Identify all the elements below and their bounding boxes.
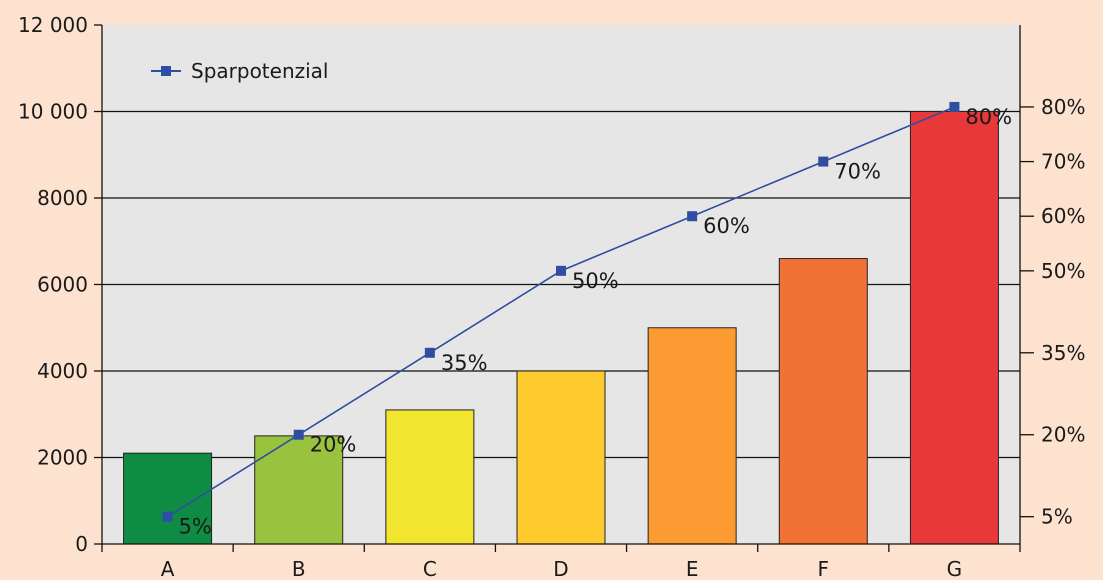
y-tick-label: 8000 xyxy=(37,186,88,210)
bar-f xyxy=(778,258,868,545)
y2-tick-label: 5% xyxy=(1041,505,1073,529)
series-marker xyxy=(424,347,435,358)
x-tick-label: E xyxy=(686,557,699,580)
series-marker xyxy=(162,511,173,522)
line-series xyxy=(162,101,960,522)
y-tick-label: 0 xyxy=(75,532,88,556)
y-tick-label: 2000 xyxy=(37,446,88,470)
series-marker xyxy=(293,429,304,440)
data-label: 80% xyxy=(965,105,1012,129)
series-marker xyxy=(687,211,698,222)
x-tick-label: G xyxy=(947,557,963,580)
y2-tick-label: 20% xyxy=(1041,423,1085,447)
data-label: 20% xyxy=(310,433,357,457)
x-tick-label: C xyxy=(423,557,437,580)
bar-c xyxy=(385,409,475,545)
series-marker xyxy=(556,265,566,276)
series-marker xyxy=(818,156,829,167)
legend-marker-swatch xyxy=(161,66,171,76)
y-tick-label: 4000 xyxy=(37,359,88,383)
y2-tick-label: 80% xyxy=(1041,95,1085,119)
x-tick-label: F xyxy=(818,557,830,580)
labels: 5% 20% 35% 50% 60% 70% 80% xyxy=(179,105,1013,539)
axes: 0 2000 4000 6000 8000 10 000 12 000 A B C D E F G 5% 20… xyxy=(18,13,1085,580)
bar-d xyxy=(516,370,606,545)
y-tick-label: 6000 xyxy=(37,273,88,297)
data-label: 60% xyxy=(703,214,750,238)
y2-tick-label: 35% xyxy=(1041,341,1085,365)
legend-label: Sparpotenzial xyxy=(191,59,329,83)
data-label: 70% xyxy=(834,160,881,184)
series-marker xyxy=(949,101,960,112)
y2-tick-label: 50% xyxy=(1041,259,1085,283)
bar-g xyxy=(909,111,999,545)
y-tick-label: 12 000 xyxy=(18,13,88,37)
x-tick-label: D xyxy=(553,557,568,580)
y-tick-label: 10 000 xyxy=(18,100,88,124)
y2-tick-label: 70% xyxy=(1041,150,1085,174)
data-label: 35% xyxy=(441,351,488,375)
x-tick-label: A xyxy=(161,557,175,580)
legend: Sparpotenzial xyxy=(151,59,329,83)
x-tick-label: B xyxy=(292,557,306,580)
data-label: 50% xyxy=(572,269,619,293)
data-label: 5% xyxy=(179,515,212,539)
bar-e xyxy=(647,327,737,545)
y2-tick-label: 60% xyxy=(1041,204,1085,228)
